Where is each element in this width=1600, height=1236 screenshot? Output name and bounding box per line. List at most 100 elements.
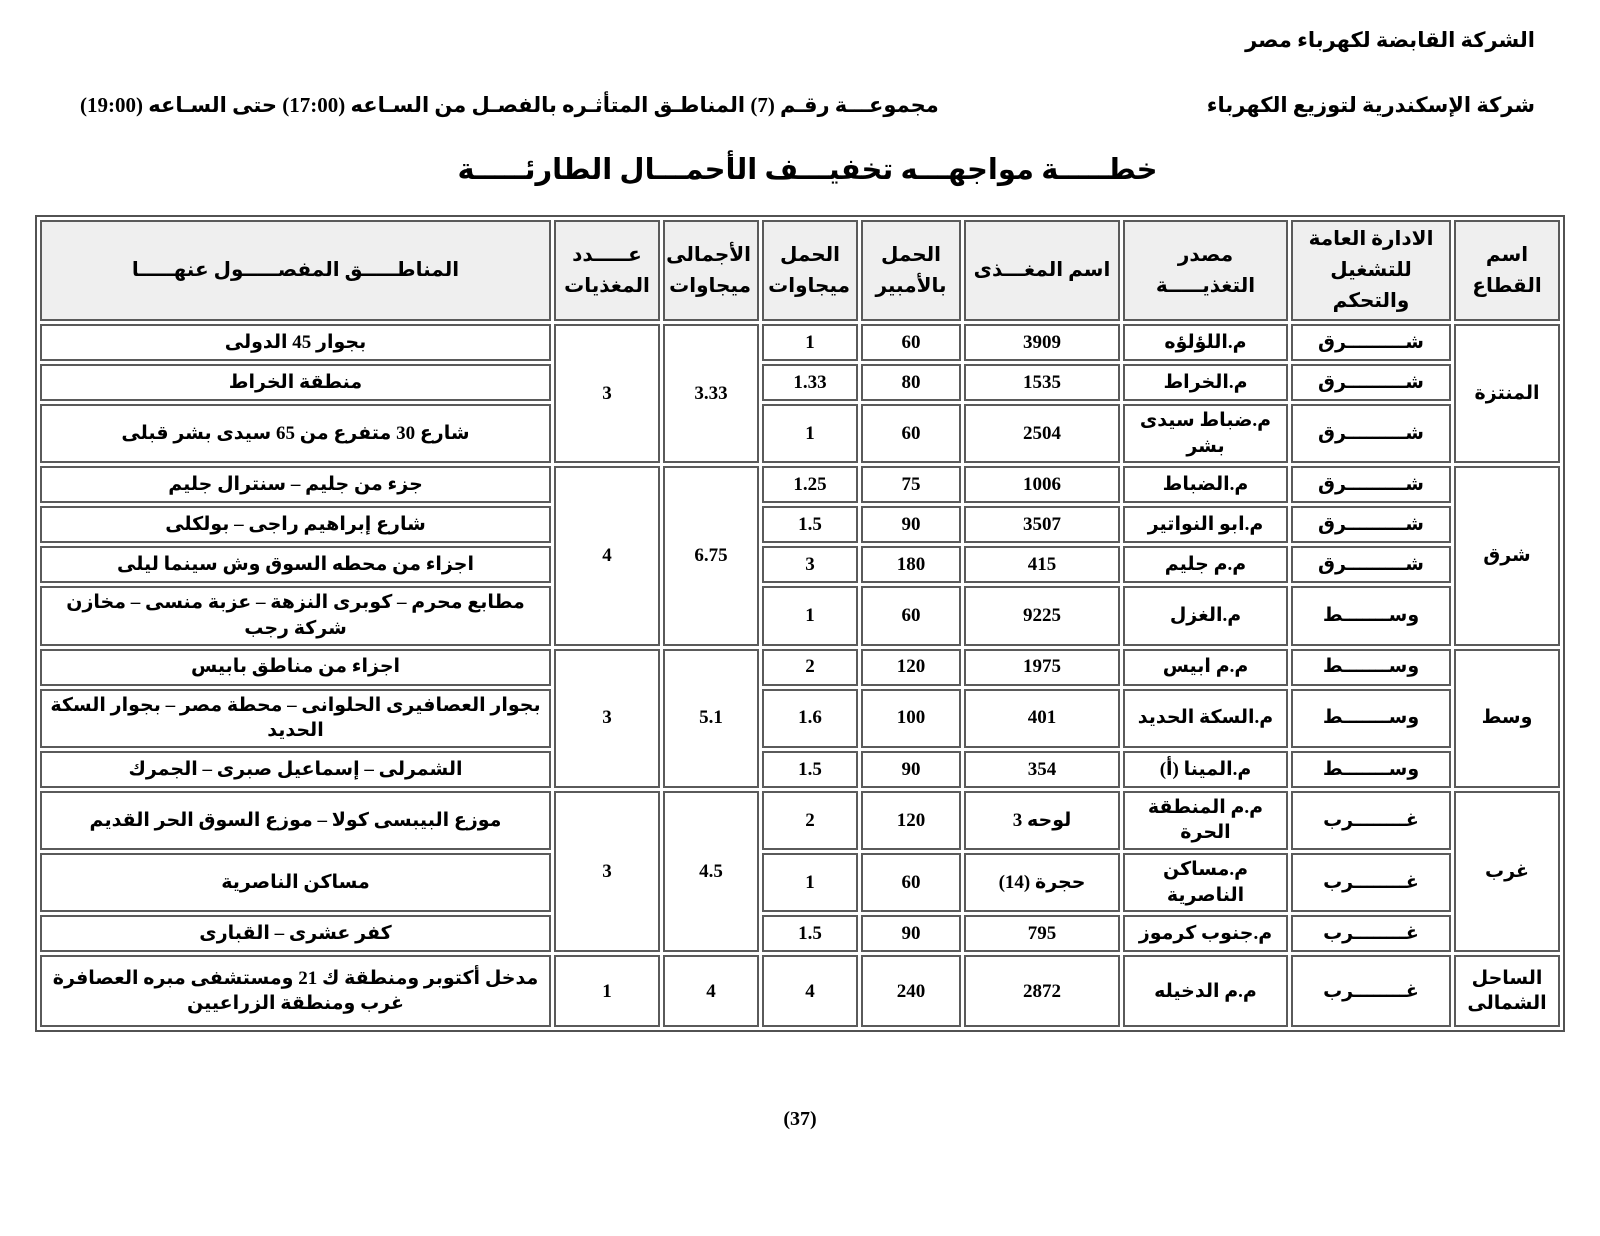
cell-sector-name: وسط bbox=[1454, 648, 1560, 788]
cell-load-mw: 1 bbox=[762, 404, 858, 464]
table-row: شـــــــــرق م.ضباط سيدى بشر 2504 60 1 شارع 3… bbox=[40, 404, 1560, 464]
cell-feeding-source: م.الضباط bbox=[1123, 466, 1288, 504]
cell-load-amp: 90 bbox=[861, 506, 961, 544]
cell-feeder-name: لوحه 3 bbox=[964, 790, 1120, 851]
table-row: الساحل الشمالى غــــــــرب م.م الدخيله 2872… bbox=[40, 955, 1560, 1028]
cell-load-amp: 60 bbox=[861, 404, 961, 464]
cell-load-amp: 120 bbox=[861, 648, 961, 686]
cell-disconnected-areas: بجوار العصافيرى الحلوانى – محطة مصر – بج… bbox=[40, 688, 551, 748]
cell-feeding-source: م.مساكن الناصرية bbox=[1123, 853, 1288, 913]
cell-feeding-source: م.ضباط سيدى بشر bbox=[1123, 404, 1288, 464]
cell-disconnected-areas: اجزاء من محطه السوق وش سينما ليلى bbox=[40, 546, 551, 584]
cell-feeder-name: 1006 bbox=[964, 466, 1120, 504]
table-row: غرب غــــــــرب م.م المنطقة الحرة لوحه 3 120… bbox=[40, 790, 1560, 953]
table-header-row: اسم القطاع الادارة العامة للتشغيل والتحك… bbox=[40, 220, 1560, 321]
col-header-disconnected-areas: المناطـــــق المفصـــــول عنهـــــا bbox=[40, 220, 551, 321]
cell-total-mw: 3.33 bbox=[663, 324, 759, 464]
cell-load-mw: 3 bbox=[762, 546, 858, 584]
cell-feeder-count: 3 bbox=[554, 648, 660, 788]
table-row: وســـــــط م.المينا (أ) 354 90 1.5 الشمرلى – … bbox=[40, 750, 1560, 788]
cell-sector-name: غرب bbox=[1454, 790, 1560, 953]
table-row: وسط وســـــــط م.م ابيس 1975 120 2 5.1 3 اجزاء م… bbox=[40, 648, 1560, 788]
table-row: شـــــــــرق م.ابو النواتير 3507 90 1.5 شارع … bbox=[40, 506, 1560, 544]
table-row: وســـــــط م.السكة الحديد 401 100 1.6 بجوار ا… bbox=[40, 688, 1560, 748]
cell-admin-region: غــــــــرب bbox=[1291, 853, 1451, 913]
cell-feeder-name: حجرة (14) bbox=[964, 853, 1120, 913]
cell-sector-name: شرق bbox=[1454, 466, 1560, 646]
cell-feeder-name: 354 bbox=[964, 750, 1120, 788]
cell-disconnected-areas: مدخل أكتوبر ومنطقة ك 21 ومستشفى مبره الع… bbox=[40, 955, 551, 1028]
cell-feeder-count: 3 bbox=[554, 324, 660, 464]
col-header-load-amp: الحمل بالأمبير bbox=[861, 220, 961, 321]
cell-load-mw: 1.25 bbox=[762, 466, 858, 504]
cell-admin-region: شـــــــــرق bbox=[1291, 466, 1451, 504]
cell-admin-region: وســـــــط bbox=[1291, 688, 1451, 748]
cell-feeder-name: 2504 bbox=[964, 404, 1120, 464]
cell-disconnected-areas: بجوار 45 الدولى bbox=[40, 324, 551, 361]
col-header-feeder-name: اسم المغـــذى bbox=[964, 220, 1120, 321]
cell-admin-region: وســـــــط bbox=[1291, 750, 1451, 788]
table-row: شرق شـــــــــرق م.الضباط 1006 75 1.25 6.75 4 جز… bbox=[40, 466, 1560, 646]
cell-load-amp: 60 bbox=[861, 853, 961, 913]
table-row: وســـــــط م.الغزل 9225 60 1 مطابع محرم – كوب… bbox=[40, 586, 1560, 646]
cell-feeding-source: م.م جليم bbox=[1123, 546, 1288, 584]
cell-feeding-source: م.المينا (أ) bbox=[1123, 750, 1288, 788]
cell-feeder-count: 1 bbox=[554, 955, 660, 1028]
cell-disconnected-areas: شارع إبراهيم راجى – بولكلى bbox=[40, 506, 551, 544]
cell-admin-region: شـــــــــرق bbox=[1291, 324, 1451, 361]
cell-admin-region: غــــــــرب bbox=[1291, 790, 1451, 851]
cell-feeder-name: 9225 bbox=[964, 586, 1120, 646]
cell-load-mw: 4 bbox=[762, 955, 858, 1028]
cell-disconnected-areas: اجزاء من مناطق بابيس bbox=[40, 648, 551, 686]
cell-admin-region: شـــــــــرق bbox=[1291, 546, 1451, 584]
cell-feeding-source: م.الخراط bbox=[1123, 364, 1288, 401]
table-row: غــــــــرب م.مساكن الناصرية حجرة (14) 60 1 م… bbox=[40, 853, 1560, 913]
cell-feeder-name: 3909 bbox=[964, 324, 1120, 361]
cell-disconnected-areas: كفر عشرى – القبارى bbox=[40, 915, 551, 953]
cell-feeder-name: 1975 bbox=[964, 648, 1120, 686]
cell-feeder-name: 401 bbox=[964, 688, 1120, 748]
cell-load-amp: 180 bbox=[861, 546, 961, 584]
table-row: شـــــــــرق م.الخراط 1535 80 1.33 منطقة الخر… bbox=[40, 364, 1560, 401]
cell-feeding-source: م.الغزل bbox=[1123, 586, 1288, 646]
cell-admin-region: شـــــــــرق bbox=[1291, 404, 1451, 464]
cell-feeding-source: م.جنوب كرموز bbox=[1123, 915, 1288, 953]
cell-disconnected-areas: موزع البيبسى كولا – موزع السوق الحر القد… bbox=[40, 790, 551, 851]
group-schedule-line: مجموعـــة رقـم (7) المناطـق المتأثـره با… bbox=[80, 93, 939, 117]
cell-disconnected-areas: شارع 30 متفرع من 65 سيدى بشر قبلى bbox=[40, 404, 551, 464]
table-header: اسم القطاع الادارة العامة للتشغيل والتحك… bbox=[40, 220, 1560, 321]
load-shedding-table: اسم القطاع الادارة العامة للتشغيل والتحك… bbox=[35, 215, 1565, 1033]
col-header-sector-name: اسم القطاع bbox=[1454, 220, 1560, 321]
cell-sector-name: المنتزة bbox=[1454, 324, 1560, 464]
table-row: المنتزة شـــــــــرق م.اللؤلؤه 3909 60 1 3.33 3… bbox=[40, 324, 1560, 464]
plan-table-body: المنتزة شـــــــــرق م.اللؤلؤه 3909 60 1 3.33 3… bbox=[40, 324, 1560, 1028]
cell-feeder-name: 795 bbox=[964, 915, 1120, 953]
cell-disconnected-areas: منطقة الخراط bbox=[40, 364, 551, 401]
cell-feeder-name: 2872 bbox=[964, 955, 1120, 1028]
page-number: (37) bbox=[783, 1108, 817, 1130]
cell-total-mw: 4.5 bbox=[663, 790, 759, 953]
cell-load-mw: 1.33 bbox=[762, 364, 858, 401]
holding-company-name: الشركة القابضة لكهرباء مصر bbox=[1245, 28, 1535, 52]
cell-load-mw: 1 bbox=[762, 586, 858, 646]
cell-feeding-source: م.م المنطقة الحرة bbox=[1123, 790, 1288, 851]
page-title: خطـــــة مواجهـــه تخفيـــف الأحمـــال ا… bbox=[457, 154, 1158, 186]
cell-disconnected-areas: الشمرلى – إسماعيل صبرى – الجمرك bbox=[40, 750, 551, 788]
cell-load-mw: 1.6 bbox=[762, 688, 858, 748]
cell-feeding-source: م.م ابيس bbox=[1123, 648, 1288, 686]
cell-disconnected-areas: جزء من جليم – سنترال جليم bbox=[40, 466, 551, 504]
col-header-operation-control-admin: الادارة العامة للتشغيل والتحكم bbox=[1291, 220, 1451, 321]
cell-disconnected-areas: مساكن الناصرية bbox=[40, 853, 551, 913]
cell-total-mw: 6.75 bbox=[663, 466, 759, 646]
cell-load-mw: 1.5 bbox=[762, 506, 858, 544]
cell-load-mw: 1 bbox=[762, 324, 858, 361]
cell-load-mw: 1.5 bbox=[762, 750, 858, 788]
cell-load-amp: 60 bbox=[861, 586, 961, 646]
cell-total-mw: 5.1 bbox=[663, 648, 759, 788]
cell-admin-region: غــــــــرب bbox=[1291, 955, 1451, 1028]
cell-feeding-source: م.السكة الحديد bbox=[1123, 688, 1288, 748]
col-header-feeding-source: مصدر التغذيـــــة bbox=[1123, 220, 1288, 321]
cell-disconnected-areas: مطابع محرم – كوبرى النزهة – عزبة منسى – … bbox=[40, 586, 551, 646]
distribution-company-name: شركة الإسكندرية لتوزيع الكهرباء bbox=[1206, 93, 1535, 117]
